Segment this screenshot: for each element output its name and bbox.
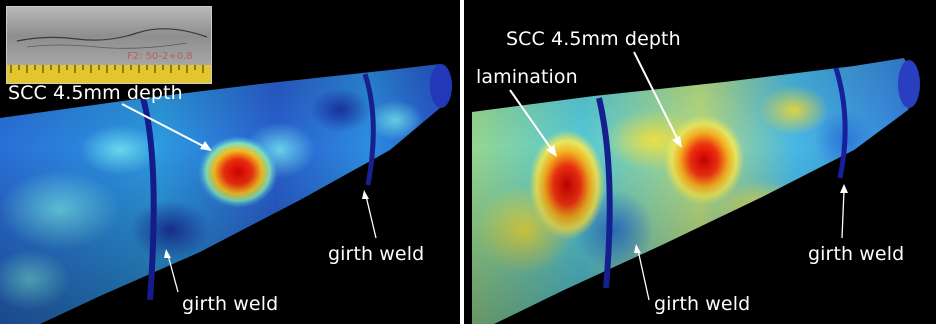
left-girth-weld-bottom-label: girth weld — [182, 293, 279, 315]
left-scc-label: SCC 4.5mm depth — [8, 82, 183, 104]
specimen-photo-inset: F2: 50-2+0.8 — [6, 6, 212, 84]
right-girth-weld-right-label: girth weld — [808, 243, 905, 265]
right-pipe-scan-image — [472, 51, 920, 324]
left-pipe-scan-image — [0, 64, 452, 324]
left-scan-panel: F2: 50-2+0.8 SCC 4.5mm depth girth weld … — [0, 0, 460, 324]
left-girth-weld-right-label: girth weld — [328, 243, 425, 265]
specimen-photo: F2: 50-2+0.8 — [7, 7, 211, 83]
right-lamination-label: lamination — [476, 66, 578, 88]
right-scan-panel: SCC 4.5mm depth lamination girth weld gi… — [464, 0, 936, 324]
right-scc-label: SCC 4.5mm depth — [506, 28, 681, 50]
specimen-marking: F2: 50-2+0.8 — [127, 51, 193, 62]
right-girth-weld-bottom-label: girth weld — [654, 293, 751, 315]
